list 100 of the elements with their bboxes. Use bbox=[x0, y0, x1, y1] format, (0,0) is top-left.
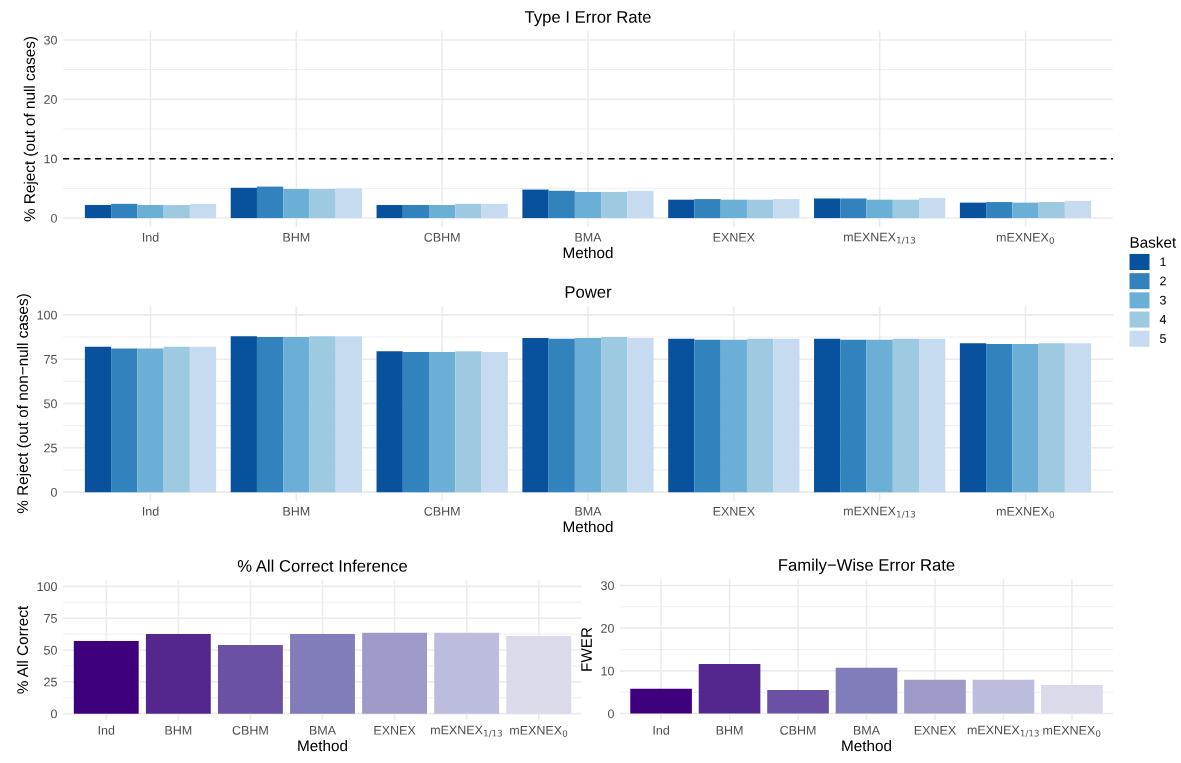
x-tick-label: Ind bbox=[142, 506, 159, 516]
x-axis-title: Method bbox=[563, 246, 613, 259]
bar bbox=[1038, 343, 1065, 493]
y-tick-label: 0 bbox=[50, 487, 57, 497]
bar bbox=[429, 352, 456, 493]
legend-label: 5 bbox=[1160, 334, 1166, 343]
bar bbox=[189, 346, 217, 493]
bar bbox=[986, 344, 1013, 493]
legend-title: Basket bbox=[1130, 236, 1177, 248]
x-tick-label: mEXNEX$_{1/13}$ bbox=[967, 725, 1039, 738]
y-tick-label: 20 bbox=[44, 95, 57, 104]
bar bbox=[904, 679, 966, 714]
x-tick-label: BHM bbox=[716, 726, 743, 735]
x-tick-label: mEXNEX$_{0}$ bbox=[1043, 725, 1101, 737]
y-tick-label: 100 bbox=[37, 310, 57, 320]
bar bbox=[1041, 684, 1103, 714]
bar bbox=[455, 351, 482, 493]
bar bbox=[698, 664, 761, 714]
bar bbox=[163, 346, 190, 493]
x-tick-label: BMA bbox=[853, 726, 881, 735]
y-tick-label: 25 bbox=[44, 677, 57, 687]
x-tick-label: EXNEX bbox=[713, 507, 755, 516]
bar bbox=[1064, 343, 1092, 493]
y-axis-title: % Reject (out of null cases) bbox=[23, 36, 38, 222]
bar bbox=[1012, 344, 1039, 493]
y-tick-label: 50 bbox=[44, 645, 57, 655]
legend-label: 3 bbox=[1159, 295, 1166, 305]
y-tick-label: 25 bbox=[44, 443, 57, 453]
bar bbox=[601, 337, 628, 493]
bar bbox=[256, 337, 284, 493]
x-axis-title: Method bbox=[842, 739, 891, 752]
y-axis-title: FWER bbox=[581, 627, 592, 671]
x-tick-label: BMA bbox=[575, 233, 602, 242]
bar bbox=[434, 632, 500, 714]
bar bbox=[283, 337, 310, 493]
y-tick-label: 10 bbox=[601, 666, 614, 676]
x-tick-label: mEXNEX$_{0}$ bbox=[996, 506, 1054, 518]
x-tick-label: mEXNEX$_{0}$ bbox=[996, 232, 1054, 244]
x-tick-label: BMA bbox=[309, 726, 337, 735]
bar bbox=[720, 339, 747, 493]
x-tick-label: Ind bbox=[653, 725, 669, 735]
legend-label: 2 bbox=[1160, 276, 1166, 286]
x-axis-title: Method bbox=[298, 739, 347, 752]
y-tick-label: 75 bbox=[44, 355, 57, 364]
legend-label: 1 bbox=[1160, 257, 1166, 267]
bar bbox=[137, 348, 164, 493]
bar bbox=[972, 679, 1035, 714]
bar bbox=[290, 634, 355, 714]
x-tick-label: CBHM bbox=[780, 725, 816, 735]
bar bbox=[840, 339, 867, 493]
x-tick-label: mEXNEX$_{1/13}$ bbox=[844, 506, 916, 519]
bar bbox=[335, 336, 362, 493]
bar bbox=[402, 352, 430, 493]
x-axis-title: Method bbox=[563, 520, 613, 533]
bar bbox=[630, 688, 692, 714]
bar bbox=[145, 634, 211, 714]
bar bbox=[668, 338, 695, 493]
y-axis-title: % All Correct bbox=[16, 605, 29, 694]
bar bbox=[866, 339, 893, 493]
y-tick-label: 50 bbox=[44, 399, 57, 409]
y-axis-title: % Reject (out of non−null cases) bbox=[16, 294, 32, 514]
y-tick-label: 0 bbox=[50, 213, 57, 223]
bar bbox=[892, 338, 920, 493]
x-tick-label: mEXNEX$_{0}$ bbox=[510, 725, 568, 737]
bar bbox=[481, 352, 508, 493]
x-tick-label: EXNEX bbox=[374, 726, 416, 735]
y-tick-label: 20 bbox=[601, 623, 614, 633]
x-tick-label: BHM bbox=[165, 726, 192, 735]
x-tick-label: CBHM bbox=[232, 725, 268, 735]
x-tick-label: EXNEX bbox=[713, 233, 755, 242]
y-tick-label: 0 bbox=[50, 709, 57, 719]
bar bbox=[362, 632, 428, 714]
chart-title: Type I Error Rate bbox=[524, 11, 651, 27]
x-tick-label: mEXNEX$_{1/13}$ bbox=[844, 232, 916, 245]
bar bbox=[376, 351, 403, 493]
bar bbox=[835, 667, 898, 714]
chart-title: Family−Wise Error Rate bbox=[779, 558, 955, 575]
bar bbox=[111, 348, 138, 493]
bar bbox=[627, 337, 654, 493]
bar bbox=[548, 338, 575, 493]
bar bbox=[574, 337, 602, 493]
bar bbox=[959, 343, 987, 493]
y-tick-label: 30 bbox=[601, 581, 614, 591]
bar bbox=[919, 338, 946, 493]
x-tick-label: Ind bbox=[98, 725, 115, 735]
bar bbox=[814, 338, 841, 493]
x-tick-label: CBHM bbox=[424, 506, 460, 516]
y-tick-label: 0 bbox=[607, 709, 614, 719]
bar bbox=[309, 336, 336, 493]
chart-title: % All Correct Inference bbox=[237, 559, 407, 572]
x-tick-label: EXNEX bbox=[914, 726, 956, 735]
x-tick-label: CBHM bbox=[424, 232, 460, 242]
bar bbox=[767, 690, 829, 714]
bar bbox=[773, 338, 800, 493]
y-tick-label: 100 bbox=[37, 582, 57, 592]
bar bbox=[746, 338, 774, 493]
bar bbox=[694, 339, 721, 493]
y-tick-label: 75 bbox=[44, 614, 57, 623]
bar bbox=[506, 636, 572, 714]
x-tick-label: mEXNEX$_{1/13}$ bbox=[431, 725, 503, 738]
